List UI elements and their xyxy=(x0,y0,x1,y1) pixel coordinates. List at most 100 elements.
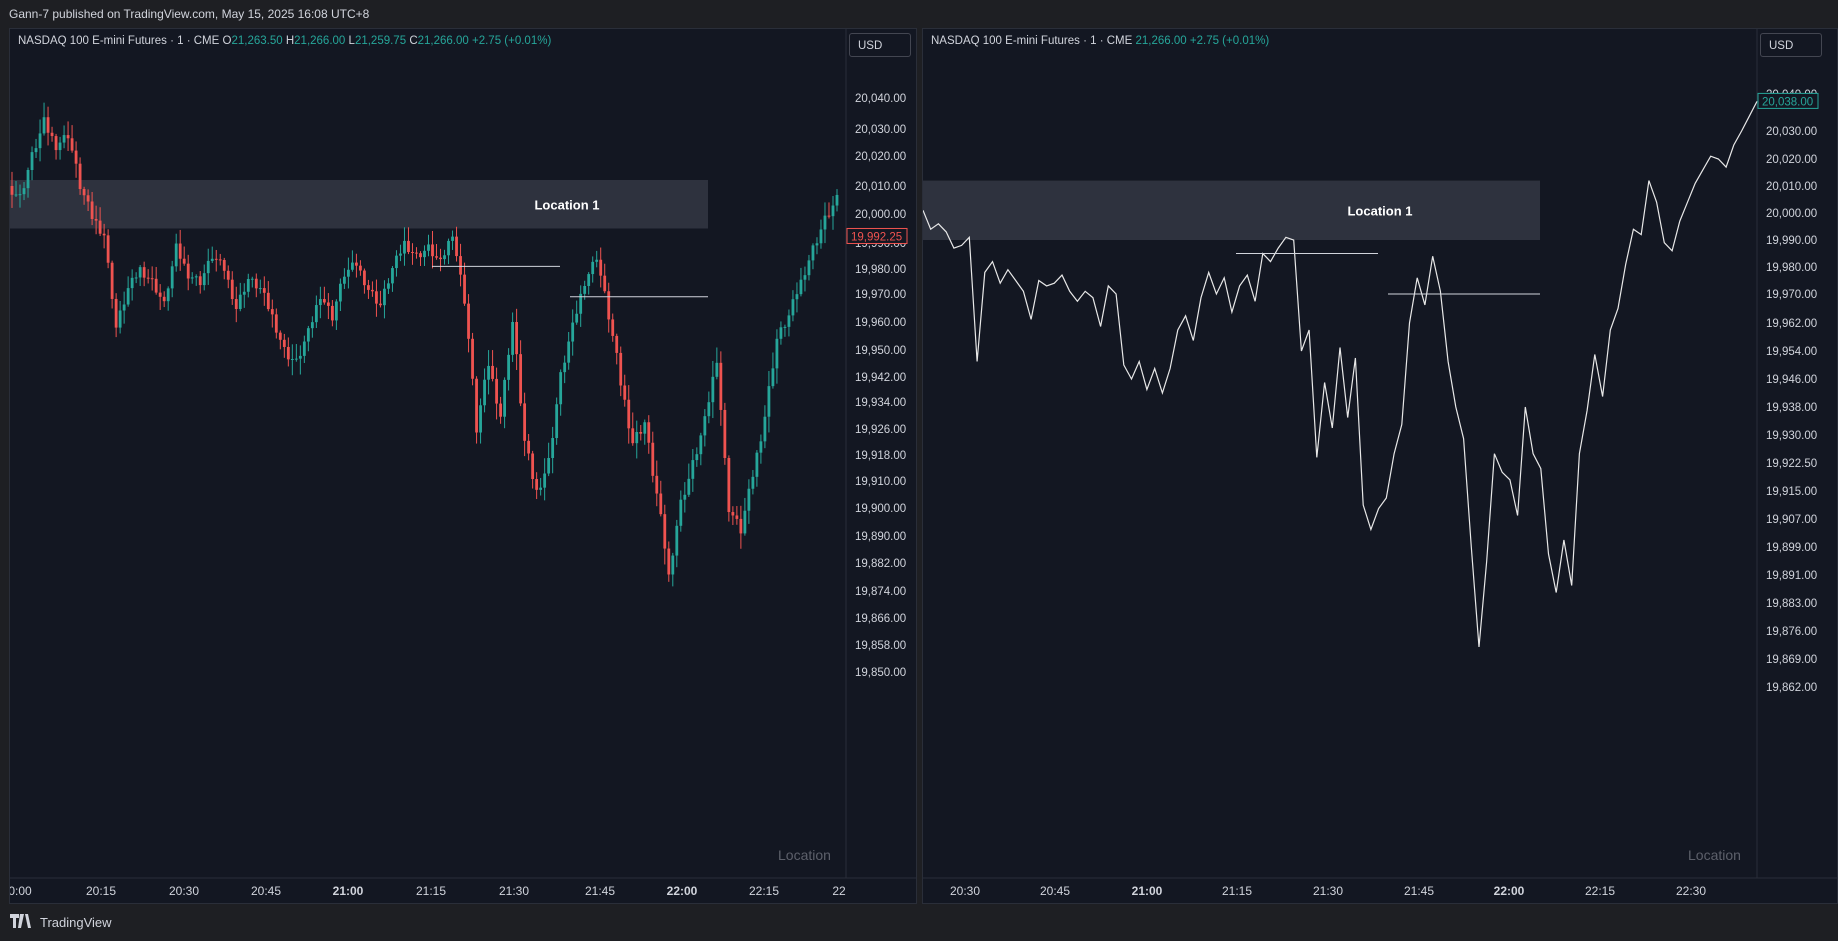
candle-body xyxy=(298,355,302,359)
brand-name[interactable]: TradingView xyxy=(40,915,112,930)
y-tick-label: 19,876.00 xyxy=(1766,626,1817,638)
y-tick-label: 19,918.00 xyxy=(855,450,906,462)
candle-body xyxy=(286,346,290,360)
x-tick-label: 20:30 xyxy=(169,884,199,898)
candle-body xyxy=(819,229,823,244)
y-tick-label: 19,934.00 xyxy=(855,397,906,409)
candle-body xyxy=(679,499,683,526)
candle-body xyxy=(174,243,178,267)
candle-body xyxy=(827,215,831,217)
candle-body xyxy=(599,259,603,276)
last-price-label: 20,038.00 xyxy=(1762,96,1813,108)
candle-body xyxy=(170,266,174,289)
candle-body xyxy=(667,548,671,575)
x-tick-label: 22:30 xyxy=(1676,884,1706,898)
y-tick-label: 19,990.00 xyxy=(1766,235,1817,247)
candle-body xyxy=(763,416,767,442)
candle-body xyxy=(18,194,22,196)
line-chart-panel[interactable]: Location 120,040.0020,030.0020,020.0020,… xyxy=(922,28,1838,904)
candle-body xyxy=(555,404,559,439)
location-zone xyxy=(923,180,1540,240)
legend-high-label: H xyxy=(285,35,295,47)
line-chart-canvas[interactable]: Location 120,040.0020,030.0020,020.0020,… xyxy=(923,29,1838,904)
y-tick-label: 19,915.00 xyxy=(1766,486,1817,498)
candle-body xyxy=(607,291,611,320)
x-tick-label: 22 xyxy=(832,884,846,898)
legend-open-label: O xyxy=(222,35,232,47)
candlestick-chart-panel[interactable]: Location 1 20,040.00 20,030.00 20,020.00 20,… xyxy=(9,28,917,904)
candle-body xyxy=(266,292,270,310)
legend-title: NASDAQ 100 E-mini Futures · 1 · CME xyxy=(18,35,220,47)
candle-body xyxy=(10,186,14,195)
x-tick-label: 21:30 xyxy=(499,884,529,898)
y-tick-label: 19,980.00 xyxy=(855,264,906,276)
candle-body xyxy=(427,244,430,251)
candle-body xyxy=(146,277,150,279)
legend-close-value: 21,266.00 xyxy=(417,35,469,47)
candle-body xyxy=(731,512,735,516)
candle-body xyxy=(659,493,663,515)
candle-body xyxy=(567,341,571,363)
candle-body xyxy=(98,220,102,234)
x-tick-label: 20:15 xyxy=(86,884,116,898)
candle-body xyxy=(615,335,619,353)
tradingview-logo-icon[interactable] xyxy=(10,907,34,941)
candle-body xyxy=(194,276,198,278)
candle-body xyxy=(491,365,494,379)
candle-body xyxy=(162,296,166,302)
candle-body xyxy=(371,289,374,292)
candle-body xyxy=(531,453,535,480)
candle-body xyxy=(138,267,142,278)
candle-body xyxy=(242,291,246,295)
candle-body xyxy=(483,379,486,406)
y-tick-label: 19,850.00 xyxy=(855,667,906,679)
y-tick-label: 19,869.00 xyxy=(1766,654,1817,666)
candle-body xyxy=(583,286,587,294)
candlestick-chart-canvas[interactable]: Location 1 20,040.00 20,030.00 20,020.00 20,… xyxy=(10,29,917,904)
candle-body xyxy=(338,283,342,302)
candle-body xyxy=(403,240,406,254)
candle-body xyxy=(50,132,54,137)
location-zone xyxy=(10,180,708,229)
candle-body xyxy=(282,339,286,347)
candle-body xyxy=(74,150,78,164)
publish-header: Gann-7 published on TradingView.com, May… xyxy=(9,7,370,21)
y-tick-label: 19,882.00 xyxy=(855,558,906,570)
candle-body xyxy=(811,245,815,261)
zone-label: Location 1 xyxy=(1347,203,1412,218)
candle-body xyxy=(106,235,110,263)
candle-body xyxy=(463,274,466,304)
candle-body xyxy=(775,338,779,369)
x-tick-label: 20:45 xyxy=(1040,884,1070,898)
candle-body xyxy=(507,354,511,380)
x-tick-label: 20:45 xyxy=(251,884,281,898)
y-tick-label: 19,926.00 xyxy=(855,424,906,436)
x-tick-label: 21:00 xyxy=(1132,884,1163,898)
candle-body xyxy=(54,136,58,151)
zone-label: Location 1 xyxy=(534,197,599,212)
candle-body xyxy=(467,303,470,339)
y-tick-label: 19,980.00 xyxy=(1766,262,1817,274)
legend-low-value: 21,259.75 xyxy=(354,35,407,47)
candle-body xyxy=(587,274,591,286)
candle-body xyxy=(551,438,555,458)
candle-body xyxy=(230,279,234,300)
candle-body xyxy=(715,362,719,377)
y-tick-label: 19,970.00 xyxy=(1766,289,1817,301)
legend-close-value: 21,266.00 xyxy=(1135,35,1187,47)
candle-body xyxy=(94,218,98,221)
candle-body xyxy=(334,301,338,321)
last-price-badge xyxy=(1757,92,1819,109)
candle-body xyxy=(543,473,547,488)
currency-button[interactable]: USD xyxy=(1760,33,1822,57)
candle-body xyxy=(407,240,410,253)
candle-body xyxy=(102,233,106,236)
y-tick-label: 20,030.00 xyxy=(1766,126,1817,138)
candle-body xyxy=(835,194,839,206)
y-tick-label: 19,858.00 xyxy=(855,640,906,652)
y-tick-label: 20,020.00 xyxy=(1766,154,1817,166)
candle-body xyxy=(399,253,402,256)
currency-button[interactable]: USD xyxy=(849,33,911,57)
candle-body xyxy=(779,327,783,339)
candle-body xyxy=(451,236,454,241)
